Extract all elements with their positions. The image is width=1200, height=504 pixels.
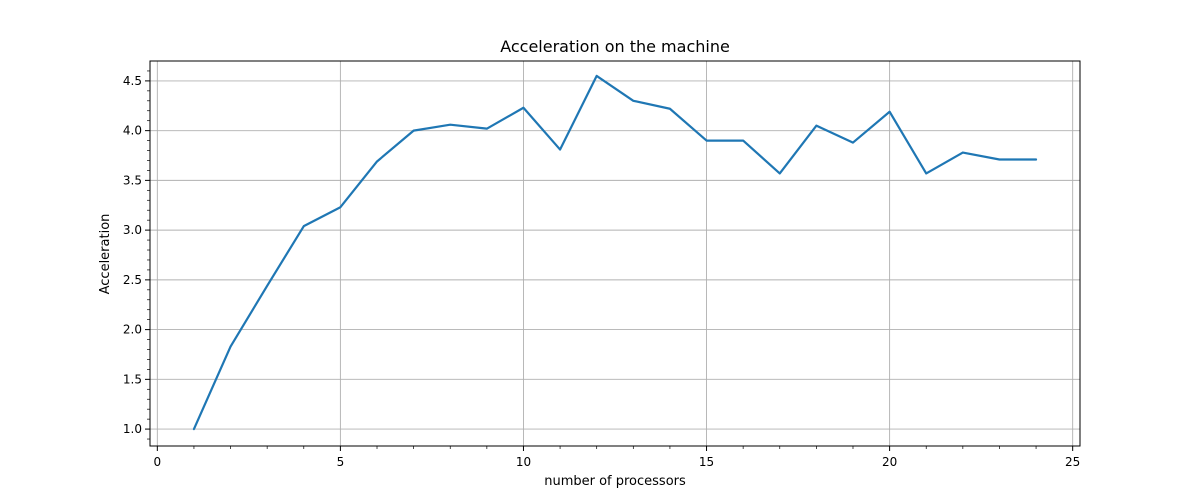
series-line (192, 74, 1038, 431)
x-tick-label: 25 (1065, 455, 1080, 469)
plot-area-frame (149, 60, 1081, 447)
y-tick-label: 3.5 (123, 173, 142, 187)
series-layer (192, 74, 1038, 431)
minor-ticks (147, 70, 1037, 449)
x-axis-label: number of processors (544, 474, 686, 489)
chart-title: Acceleration on the machine (500, 37, 730, 56)
y-tick-label: 2.5 (123, 273, 142, 287)
y-tick-label: 1.0 (123, 422, 142, 436)
y-axis-ticks: 1.0 1.5 2.0 2.5 3.0 3.5 4.0 4.5 (123, 74, 150, 436)
y-tick-label: 3.0 (123, 223, 142, 237)
x-axis-ticks: 0 5 10 15 20 25 (154, 446, 1080, 469)
y-tick-label: 4.5 (123, 74, 142, 88)
x-tick-label: 5 (337, 455, 345, 469)
x-tick-label: 10 (516, 455, 531, 469)
y-axis-label: Acceleration (98, 214, 113, 295)
x-tick-label: 15 (699, 455, 714, 469)
y-tick-label: 4.0 (123, 124, 142, 138)
x-tick-label: 20 (882, 455, 897, 469)
y-tick-label: 1.5 (123, 372, 142, 386)
y-tick-label: 2.0 (123, 323, 142, 337)
x-tick-label: 0 (154, 455, 162, 469)
grid (150, 61, 1080, 446)
